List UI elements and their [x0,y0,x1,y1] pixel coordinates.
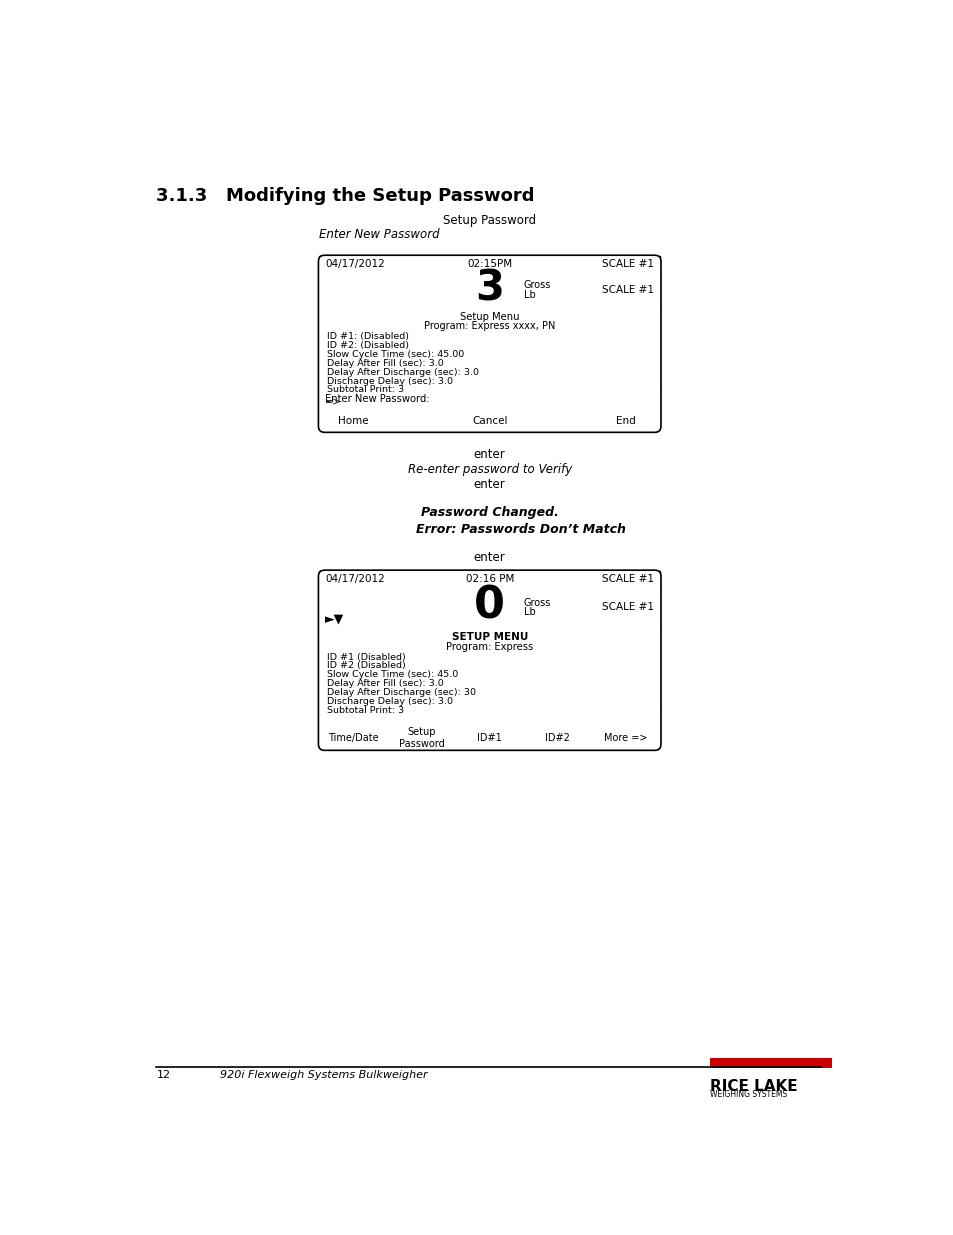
Bar [709,1058,831,1068]
FancyBboxPatch shape [456,410,523,431]
FancyBboxPatch shape [319,726,387,750]
Text: enter: enter [474,478,505,490]
Text: ID#1: ID#1 [476,734,501,743]
Text: Password Changed.: Password Changed. [420,506,558,519]
Bar [319,256,659,273]
Text: 02:15PM: 02:15PM [467,259,512,269]
Text: Gross: Gross [523,598,551,608]
Text: SCALE #1: SCALE #1 [601,259,654,269]
Text: Enter New Password: Enter New Password [319,227,439,241]
Bar [319,306,659,390]
Text: Setup Menu: Setup Menu [459,312,518,322]
FancyBboxPatch shape [387,726,456,750]
Text: enter: enter [474,551,505,564]
FancyBboxPatch shape [523,410,592,431]
Text: More =>: More => [603,734,647,743]
Bar [319,710,523,726]
Text: WEIGHING SYSTEMS: WEIGHING SYSTEMS [709,1091,786,1099]
Text: SCALE #1: SCALE #1 [601,285,654,295]
Text: Home: Home [337,416,368,426]
Text: SCALE #1: SCALE #1 [601,574,654,584]
Text: Delay After Discharge (sec): 30: Delay After Discharge (sec): 30 [327,688,476,697]
Text: 02:16 PM: 02:16 PM [465,574,514,584]
Text: RICE LAKE: RICE LAKE [709,1079,797,1094]
Text: ID #2: (Disabled): ID #2: (Disabled) [327,341,409,350]
Text: ID #2 (Disabled): ID #2 (Disabled) [327,662,405,671]
Text: Cancel: Cancel [472,416,507,426]
Text: Delay After Fill (sec): 3.0: Delay After Fill (sec): 3.0 [327,359,443,368]
Text: Setup Password: Setup Password [443,214,536,227]
Text: Lb: Lb [523,289,535,300]
Text: Discharge Delay (sec): 3.0: Discharge Delay (sec): 3.0 [327,697,453,706]
Text: Slow Cycle Time (sec): 45.00: Slow Cycle Time (sec): 45.00 [327,350,464,359]
FancyBboxPatch shape [592,410,659,431]
Bar [564,390,659,410]
Text: 0: 0 [474,584,505,627]
FancyBboxPatch shape [592,726,659,750]
Text: Discharge Delay (sec): 3.0: Discharge Delay (sec): 3.0 [327,377,453,385]
Text: Delay After Fill (sec): 3.0: Delay After Fill (sec): 3.0 [327,679,443,688]
FancyBboxPatch shape [387,410,456,431]
Bar [319,390,564,410]
Text: 04/17/2012: 04/17/2012 [325,574,385,584]
Text: ID #1: (Disabled): ID #1: (Disabled) [327,332,409,341]
Bar [319,273,659,306]
Text: 3.1.3   Modifying the Setup Password: 3.1.3 Modifying the Setup Password [156,186,535,205]
Text: 12: 12 [156,1070,171,1079]
FancyBboxPatch shape [318,571,660,751]
Text: Delay After Discharge (sec): 3.0: Delay After Discharge (sec): 3.0 [327,368,478,377]
Text: SETUP MENU: SETUP MENU [451,632,527,642]
Text: Gross: Gross [523,280,551,290]
Text: 920i Flexweigh Systems Bulkweigher: 920i Flexweigh Systems Bulkweigher [220,1070,427,1079]
Text: 04/17/2012: 04/17/2012 [325,259,385,269]
Bar [319,571,659,588]
FancyBboxPatch shape [319,410,387,431]
FancyBboxPatch shape [523,726,592,750]
Text: Re-enter password to Verify: Re-enter password to Verify [407,463,571,477]
Text: Program: Express: Program: Express [446,642,533,652]
Text: 3: 3 [475,267,504,309]
Text: Setup
Password: Setup Password [398,727,444,748]
Text: ID#2: ID#2 [545,734,570,743]
Text: Subtotal Print: 3: Subtotal Print: 3 [327,705,404,715]
Text: Time/Date: Time/Date [328,734,378,743]
Text: Lb: Lb [523,606,535,616]
Text: Subtotal Print: 3: Subtotal Print: 3 [327,385,404,394]
Bar [319,626,659,710]
Bar [523,710,659,726]
Text: =>: => [325,396,342,406]
FancyBboxPatch shape [456,726,523,750]
Text: Program: Express xxxx, PN: Program: Express xxxx, PN [423,321,555,331]
Text: End: End [616,416,636,426]
Text: Error: Passwords Don’t Match: Error: Passwords Don’t Match [416,524,625,536]
Text: ►▼: ►▼ [325,613,344,625]
Text: Slow Cycle Time (sec): 45.0: Slow Cycle Time (sec): 45.0 [327,671,457,679]
Text: Enter New Password:: Enter New Password: [325,394,430,404]
Text: SCALE #1: SCALE #1 [601,603,654,613]
Bar [319,588,659,626]
Text: enter: enter [474,448,505,462]
Text: ID #1 (Disabled): ID #1 (Disabled) [327,652,405,662]
FancyBboxPatch shape [318,256,660,432]
